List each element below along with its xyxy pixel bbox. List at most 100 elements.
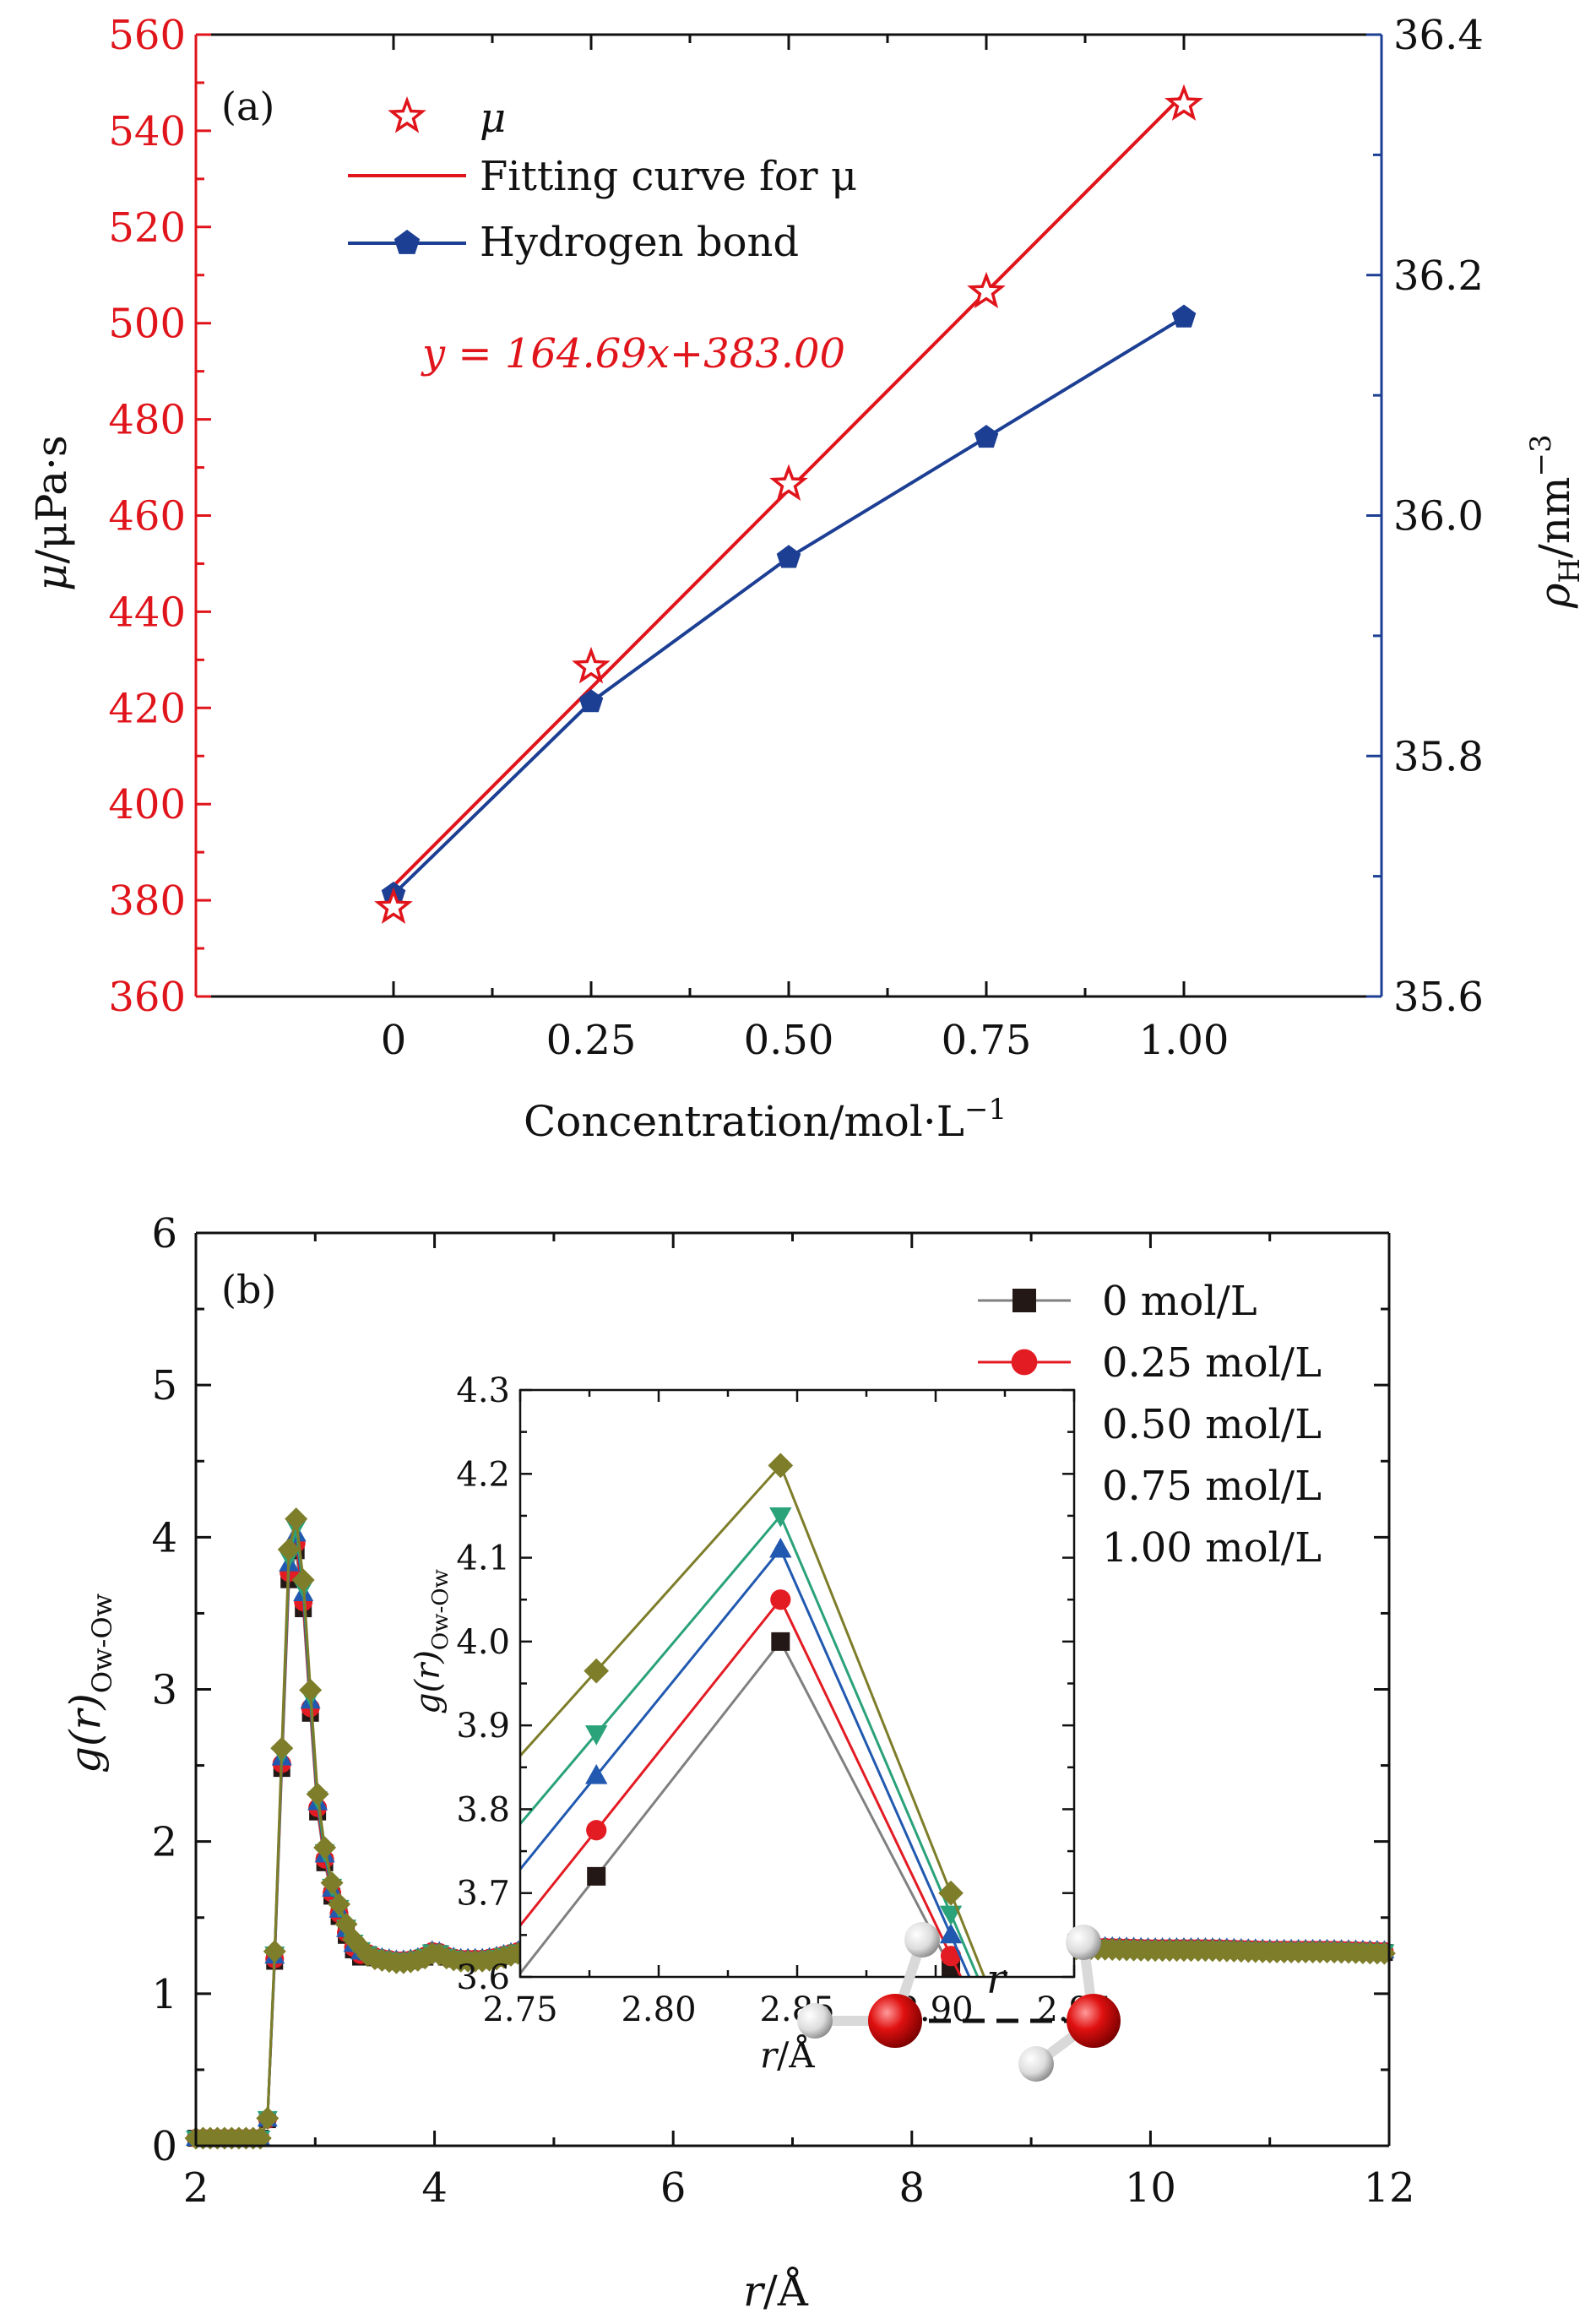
rdf-point: [248, 2126, 272, 2150]
y-tick-label-right-a: 36.2: [1393, 252, 1484, 300]
panel-a: 0 0.25 0.50 0.75 1.00 360 380 400 420 440 460 480 50…: [27, 12, 1587, 1146]
legend-mu-label: μ: [480, 95, 506, 142]
x-tick-label-a: 0.75: [942, 1017, 1032, 1064]
legend-a: μ Fitting curve for μ Hydrogen bond: [348, 95, 857, 266]
y-tick-label-left-a: 420: [108, 685, 186, 732]
water-dimer-illustration: r: [797, 1922, 1121, 2082]
inset-x-tick-label: 2.75: [482, 1990, 557, 2029]
inset-point: [586, 1820, 607, 1841]
x-tick-label-b: 2: [183, 2164, 209, 2212]
oxygen-atom: [1067, 1994, 1121, 2048]
x-tick-label-a: 0.50: [744, 1017, 834, 1064]
rdf-point: [263, 1940, 286, 1963]
hb-point: [776, 545, 801, 568]
inset-point: [769, 1507, 792, 1528]
hb-point: [578, 689, 604, 713]
legend-b-label: 1.00 mol/L: [1102, 1524, 1322, 1572]
inset-point: [768, 1452, 794, 1479]
legend-b-label: 0.50 mol/L: [1102, 1401, 1322, 1448]
hb-line: [392, 315, 1186, 896]
fit-equation: y = 164.69x+383.00: [421, 330, 845, 377]
distance-label-r: r: [986, 1956, 1008, 2003]
mu-point: [572, 646, 611, 684]
rdf-point: [291, 1568, 315, 1592]
legend-b-label: 0.25 mol/L: [1102, 1339, 1322, 1387]
y-tick-label-b: 5: [151, 1362, 177, 1409]
x-tick-label-b: 12: [1363, 2164, 1414, 2212]
inset-series-0-25-mol-L: [520, 1589, 963, 1977]
inset-point: [584, 1658, 610, 1684]
hydrogen-atom: [904, 1922, 940, 1957]
inset-series-0-50-mol-L: [520, 1537, 971, 1977]
inset-x-label: r/Å: [760, 2033, 815, 2076]
inset-x-tick-label: 2.80: [621, 1990, 696, 2029]
inset-y-tick-label: 3.9: [456, 1707, 510, 1746]
x-tick-label-a: 0: [381, 1017, 407, 1064]
hydrogen-atom: [1018, 2046, 1054, 2082]
inset-y-tick-label: 4.0: [456, 1623, 510, 1662]
panel-b-label: (b): [221, 1267, 276, 1312]
mu-point: [967, 271, 1006, 309]
inset-y-tick-label: 3.6: [456, 1958, 510, 1997]
y-axis-label-left-a: μ/μPa·s: [27, 435, 76, 591]
rdf-point: [277, 1538, 301, 1561]
rdf-point: [256, 2106, 280, 2130]
rdf-point: [299, 1678, 323, 1702]
inset-y-tick-label: 4.3: [456, 1371, 510, 1410]
inset-background: [520, 1390, 1074, 1977]
inset-point: [939, 1923, 963, 1944]
y-tick-label-b: 3: [151, 1667, 177, 1714]
inset-y-tick-label: 4.2: [456, 1455, 510, 1494]
y-tick-label-right-a: 35.8: [1393, 733, 1484, 780]
y-tick-label-b: 2: [151, 1819, 177, 1866]
y-tick-label-left-a: 360: [108, 974, 186, 1021]
hydrogen-atom: [797, 2003, 833, 2039]
y-tick-label-left-a: 500: [108, 301, 186, 348]
inset-point: [587, 1866, 606, 1886]
mu-point: [769, 464, 808, 501]
rdf-point: [285, 1507, 308, 1531]
x-tick-label-b: 6: [660, 2164, 687, 2212]
y-tick-label-left-a: 440: [108, 589, 186, 636]
legend-b-marker: [1012, 1289, 1036, 1312]
y-tick-label-left-a: 520: [108, 204, 186, 252]
inset-y-tick-label: 3.7: [456, 1875, 510, 1914]
legend-pentagon: [394, 230, 421, 254]
panel-a-ticks: 0 0.25 0.50 0.75 1.00 360 380 400 420 440 460 480 50…: [108, 12, 1484, 1064]
inset-ticks: 2.752.802.852.902.953.63.73.83.94.04.14.…: [456, 1371, 1111, 2029]
x-tick-label-a: 0.25: [546, 1017, 637, 1064]
x-axis-label-a: Concentration/mol·L−1: [524, 1093, 1007, 1146]
inset-y-tick-label: 3.8: [456, 1790, 510, 1829]
y-tick-label-left-a: 480: [108, 397, 186, 444]
legend-mu-marker: [388, 96, 426, 133]
y-tick-label-left-a: 560: [108, 12, 186, 59]
y-tick-label-left-a: 460: [108, 493, 186, 540]
y-tick-label-right-a: 36.4: [1393, 12, 1484, 59]
legend-b-label: 0.75 mol/L: [1102, 1463, 1322, 1510]
inset-point: [940, 1946, 962, 1967]
y-tick-label-left-a: 540: [108, 108, 186, 155]
y-tick-label-b: 1: [151, 1971, 177, 2018]
legend-b: 0 mol/L 0.25 mol/L 0.50 mol/L 0.75 mol/L 1.0…: [978, 1278, 1322, 1572]
mu-point: [1164, 84, 1203, 121]
inset-chart: 2.752.802.852.902.953.63.73.83.94.04.14.…: [409, 1371, 1112, 2076]
legend-b-label: 0 mol/L: [1102, 1278, 1257, 1325]
panel-a-label: (a): [221, 84, 274, 129]
inset-point: [585, 1725, 608, 1746]
y-tick-label-left-a: 380: [108, 877, 186, 925]
inset-series-0-75-mol-L: [520, 1507, 980, 1977]
x-axis-label-b: r/Å: [743, 2266, 809, 2316]
x-tick-label-a: 1.00: [1139, 1017, 1230, 1064]
rdf-point: [328, 1892, 351, 1916]
inset-point: [585, 1763, 608, 1784]
legend-star: [388, 96, 426, 133]
rdf-point: [313, 1836, 337, 1860]
y-tick-label-b: 4: [151, 1514, 177, 1561]
y-tick-label-right-a: 36.0: [1393, 493, 1484, 540]
y-tick-label-b: 0: [151, 2123, 177, 2170]
hydrogen-atom: [1066, 1925, 1101, 1960]
legend-fit-label: Fitting curve for μ: [480, 153, 857, 200]
